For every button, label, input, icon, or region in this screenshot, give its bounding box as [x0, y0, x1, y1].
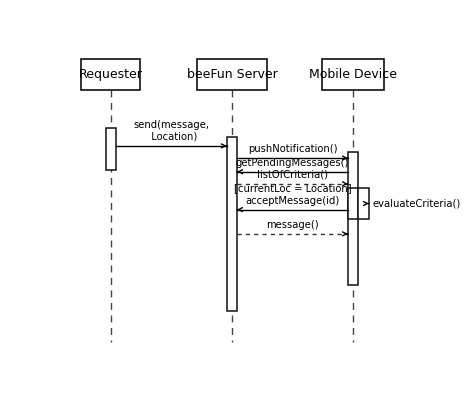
Bar [227, 137, 237, 311]
Text: message(): message() [266, 220, 319, 230]
Text: [currentLoc = Location]
acceptMessage(id): [currentLoc = Location] acceptMessage(id… [234, 183, 351, 206]
Text: Mobile Device: Mobile Device [309, 68, 397, 81]
Text: send(message,
  Location): send(message, Location) [133, 119, 210, 142]
Bar [348, 152, 358, 285]
Text: getPendingMessages(): getPendingMessages() [236, 158, 349, 168]
Text: evaluateCriteria(): evaluateCriteria() [373, 199, 461, 208]
Text: beeFun Server: beeFun Server [187, 68, 277, 81]
Text: Requester: Requester [79, 68, 143, 81]
Bar [358, 188, 369, 219]
Bar [348, 188, 358, 219]
Bar [322, 59, 384, 90]
Text: pushNotification(): pushNotification() [248, 144, 337, 154]
Text: listOfCriteria(): listOfCriteria() [257, 170, 328, 180]
Bar [82, 59, 140, 90]
Bar [197, 59, 267, 90]
Bar [106, 128, 116, 170]
